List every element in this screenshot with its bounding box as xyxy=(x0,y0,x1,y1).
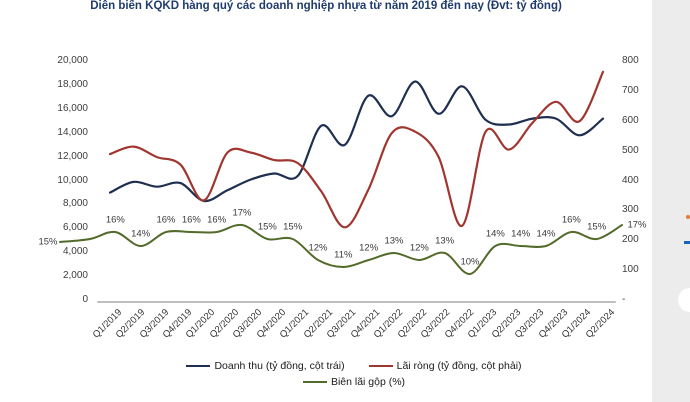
chart-title: Diễn biến KQKD hàng quý các doanh nghiệp… xyxy=(90,0,562,12)
legend-item-net-profit: Lãi ròng (tỷ đồng, cột phải) xyxy=(368,360,522,372)
left-axis-tick: 4,000 xyxy=(62,246,88,258)
legend-item-revenue: Doanh thu (tỷ đồng, cột trái) xyxy=(186,360,345,372)
left-axis-tick: 2,000 xyxy=(62,270,88,282)
gross-margin-line xyxy=(59,223,623,275)
gross-margin-data-label: 16% xyxy=(207,214,227,226)
right-axis-tick: 100 xyxy=(622,264,639,276)
revenue-line xyxy=(108,80,605,203)
right-axis-tick: - xyxy=(622,294,626,305)
gross-margin-data-label: 17% xyxy=(232,207,252,219)
gross-margin-data-label: 17% xyxy=(627,219,647,231)
gross-margin-data-label: 14% xyxy=(536,228,556,240)
gross-margin-data-label: 15% xyxy=(257,221,277,233)
legend-label-revenue: Doanh thu (tỷ đồng, cột trái) xyxy=(214,360,345,372)
gross-margin-data-label: 14% xyxy=(131,228,151,240)
edge-artifact-circle xyxy=(678,288,690,312)
legend-item-gross-margin: Biên lãi gộp (%) xyxy=(302,376,406,388)
legend-label-net-profit: Lãi ròng (tỷ đồng, cột phải) xyxy=(396,360,522,372)
right-axis-tick: 600 xyxy=(622,114,639,126)
right-axis-tick: 800 xyxy=(622,55,639,66)
left-axis-tick: 12,000 xyxy=(57,150,88,162)
right-axis-tick: 200 xyxy=(622,234,639,246)
gross-margin-data-label: 11% xyxy=(334,249,353,261)
gross-margin-data-label: 15% xyxy=(283,221,303,233)
right-axis-tick: 500 xyxy=(622,144,639,156)
gross-margin-data-label: 16% xyxy=(561,214,581,226)
legend-row-2: Biên lãi gộp (%) xyxy=(285,376,405,388)
gross-margin-data-label: 13% xyxy=(435,235,455,247)
right-axis-tick: 300 xyxy=(622,204,639,216)
left-axis-tick: 0 xyxy=(82,294,88,305)
right-axis-tick: 400 xyxy=(622,174,639,186)
gross-margin-data-label: 14% xyxy=(485,228,505,240)
gross-margin-data-label: 15% xyxy=(587,221,607,233)
gross-margin-data-label: 16% xyxy=(181,214,201,226)
legend-label-gross-margin: Biên lãi gộp (%) xyxy=(330,376,406,388)
left-axis-tick: 16,000 xyxy=(57,102,88,114)
legend-row-1: Doanh thu (tỷ đồng, cột trái) Lãi ròng (… xyxy=(168,360,522,372)
page-side-strip xyxy=(652,0,690,402)
right-axis-tick: 700 xyxy=(622,84,639,96)
revenue-line-swatch-icon xyxy=(186,365,211,367)
gross-margin-data-label: 16% xyxy=(105,214,125,226)
net-profit-line xyxy=(108,70,605,229)
gross-margin-data-label: 15% xyxy=(38,236,58,248)
edge-artifact-dash xyxy=(684,241,690,244)
left-axis-tick: 8,000 xyxy=(62,198,88,210)
gross-margin-line-swatch-icon xyxy=(302,381,327,383)
left-axis-tick: 6,000 xyxy=(62,222,88,234)
gross-margin-data-label: 12% xyxy=(409,242,429,254)
gross-margin-data-label: 14% xyxy=(511,228,531,240)
edge-artifact-dot xyxy=(686,215,690,219)
gross-margin-data-label: 16% xyxy=(156,214,176,226)
left-axis-tick: 20,000 xyxy=(57,55,88,66)
chart-legend: Doanh thu (tỷ đồng, cột trái) Lãi ròng (… xyxy=(60,360,630,388)
left-axis-tick: 18,000 xyxy=(57,78,88,90)
gross-margin-data-label: 12% xyxy=(308,242,328,254)
net-profit-line-swatch-icon xyxy=(368,365,393,367)
gross-margin-data-label: 12% xyxy=(359,242,379,254)
left-axis-tick: 14,000 xyxy=(57,126,88,138)
gross-margin-data-label: 13% xyxy=(384,235,404,247)
left-axis-tick: 10,000 xyxy=(57,174,88,186)
gross-margin-data-label: 10% xyxy=(460,256,480,268)
